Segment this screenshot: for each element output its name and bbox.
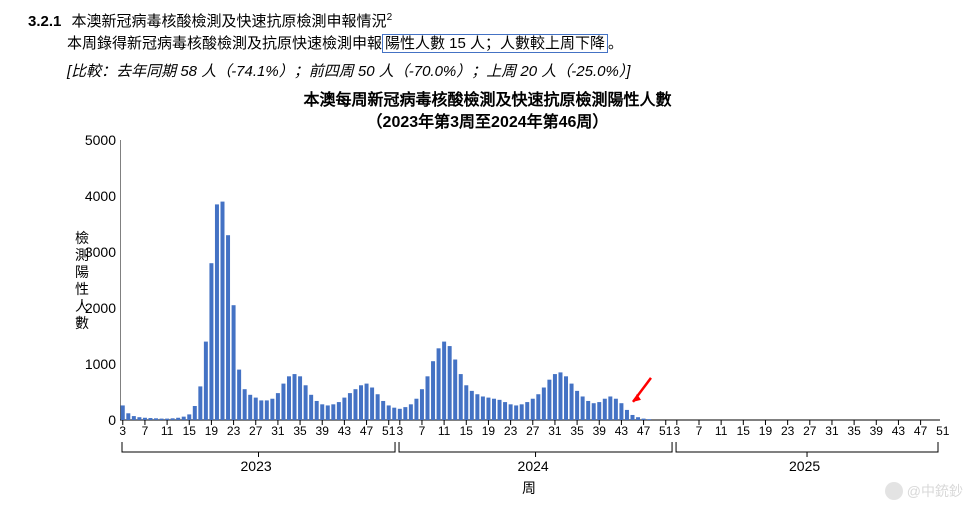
- x-tick-label: 7: [419, 424, 426, 438]
- x-tick-label: 31: [271, 424, 284, 438]
- comparison-line: [比較：去年同期 58 人（-74.1%）；前四周 50 人（-70.0%）；上…: [67, 60, 630, 84]
- watermark: @中銃鈔: [885, 481, 963, 501]
- watermark-text: @中銃鈔: [907, 481, 963, 501]
- bar-chart: [120, 140, 940, 420]
- x-tick-label: 3: [673, 424, 680, 438]
- x-tick-label: 27: [803, 424, 816, 438]
- x-tick-label: 15: [737, 424, 750, 438]
- y-tick-label: 1000: [72, 356, 116, 372]
- x-year-label: 2024: [518, 458, 549, 474]
- x-tick-label: 47: [914, 424, 927, 438]
- x-tick-label: 3: [396, 424, 403, 438]
- x-tick-label: 43: [615, 424, 628, 438]
- x-axis-label: 周: [522, 478, 536, 498]
- x-tick-label: 23: [504, 424, 517, 438]
- summary-suffix: 。: [608, 35, 623, 52]
- y-tick-label: 5000: [72, 132, 116, 148]
- x-tick-label: 43: [338, 424, 351, 438]
- chart-title-line1: 本澳每周新冠病毒核酸檢測及快速抗原檢測陽性人數: [0, 90, 975, 112]
- x-tick-label: 23: [781, 424, 794, 438]
- x-year-label: 2023: [241, 458, 272, 474]
- x-year-label: 2025: [789, 458, 820, 474]
- x-tick-label: 51: [382, 424, 395, 438]
- summary-prefix: 本周錄得新冠病毒核酸檢測及抗原快速檢測申報: [67, 35, 382, 52]
- x-tick-label: 35: [293, 424, 306, 438]
- x-tick-label: 27: [249, 424, 262, 438]
- x-tick-label: 19: [482, 424, 495, 438]
- x-tick-label: 47: [360, 424, 373, 438]
- section-superscript: 2: [387, 12, 393, 23]
- x-tick-label: 51: [936, 424, 949, 438]
- section-heading: 3.2.1 本澳新冠病毒核酸檢測及快速抗原檢測申報情況2: [28, 6, 392, 34]
- x-tick-label: 19: [759, 424, 772, 438]
- summary-line: 本周錄得新冠病毒核酸檢測及抗原快速檢測申報陽性人數 15 人；人數較上周下降。: [67, 32, 623, 56]
- x-tick-label: 3: [119, 424, 126, 438]
- x-tick-label: 15: [460, 424, 473, 438]
- x-tick-label: 47: [637, 424, 650, 438]
- x-tick-label: 15: [183, 424, 196, 438]
- x-tick-label: 35: [570, 424, 583, 438]
- x-tick-label: 23: [227, 424, 240, 438]
- x-tick-label: 51: [659, 424, 672, 438]
- x-tick-label: 11: [438, 424, 450, 438]
- summary-boxed: 陽性人數 15 人；人數較上周下降: [382, 34, 608, 53]
- x-tick-label: 39: [593, 424, 606, 438]
- x-tick-label: 39: [870, 424, 883, 438]
- x-tick-label: 43: [892, 424, 905, 438]
- weibo-icon: [885, 482, 903, 500]
- y-tick-label: 2000: [72, 300, 116, 316]
- x-tick-label: 31: [825, 424, 838, 438]
- x-tick-label: 35: [847, 424, 860, 438]
- x-tick-label: 7: [142, 424, 149, 438]
- y-tick-label: 3000: [72, 244, 116, 260]
- x-tick-label: 19: [205, 424, 218, 438]
- x-tick-label: 7: [696, 424, 703, 438]
- y-tick-label: 4000: [72, 188, 116, 204]
- x-tick-label: 27: [526, 424, 539, 438]
- x-tick-label: 11: [715, 424, 727, 438]
- x-tick-label: 31: [548, 424, 561, 438]
- section-title: 本澳新冠病毒核酸檢測及快速抗原檢測申報情況: [72, 13, 387, 30]
- x-tick-label: 11: [161, 424, 173, 438]
- section-number: 3.2.1: [28, 13, 61, 30]
- y-tick-label: 0: [72, 412, 116, 428]
- x-tick-label: 39: [316, 424, 329, 438]
- chart-title: 本澳每周新冠病毒核酸檢測及快速抗原檢測陽性人數 （2023年第3周至2024年第…: [0, 90, 975, 134]
- chart-title-line2: （2023年第3周至2024年第46周）: [0, 112, 975, 134]
